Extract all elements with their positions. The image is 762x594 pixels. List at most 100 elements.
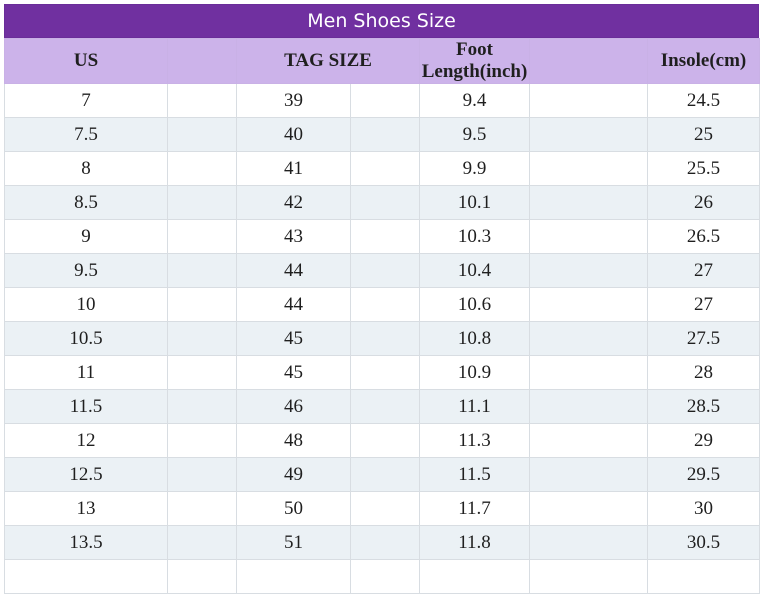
insole-cell: 26.5 [647,219,761,254]
spacer-cell [167,219,237,254]
tag-size-cell: 42 [236,185,351,220]
tag-size-cell: 44 [236,287,351,322]
spacer-cell [167,389,237,424]
spacer-cell [167,287,237,322]
spacer-cell [349,83,421,118]
spacer-cell [529,525,649,560]
spacer-cell [349,559,421,594]
table-row: 13 50 11.7 30 [4,491,761,526]
foot-length-cell: 9.5 [419,117,531,152]
foot-length-cell: 10.1 [419,185,531,220]
tag-size-cell: 45 [236,355,351,390]
table-row: 8 41 9.9 25.5 [4,151,761,186]
header-row: US TAG SIZE Foot Length(inch) Insole(cm) [4,38,761,84]
header-us: US [4,38,168,84]
tag-size-cell [236,559,351,594]
insole-cell: 30 [647,491,761,526]
header-tag-size: TAG SIZE [235,38,421,84]
spacer-cell [167,355,237,390]
us-cell: 7.5 [4,117,168,152]
spacer-cell [529,491,649,526]
insole-cell: 29 [647,423,761,458]
spacer-cell [529,185,649,220]
table-row: 10.5 45 10.8 27.5 [4,321,761,356]
spacer-cell [529,321,649,356]
us-cell: 11.5 [4,389,168,424]
table-row: 8.5 42 10.1 26 [4,185,761,220]
spacer-cell [167,491,237,526]
insole-cell: 30.5 [647,525,761,560]
size-table: US TAG SIZE Foot Length(inch) Insole(cm)… [4,38,761,594]
us-cell: 10 [4,287,168,322]
spacer-cell [167,423,237,458]
foot-length-cell: 11.5 [419,457,531,492]
foot-length-cell [419,559,531,594]
spacer-cell [529,253,649,288]
insole-cell: 28 [647,355,761,390]
us-cell: 12 [4,423,168,458]
us-cell: 7 [4,83,168,118]
spacer-cell [349,423,421,458]
spacer-cell [349,457,421,492]
foot-length-cell: 10.3 [419,219,531,254]
spacer-cell [349,185,421,220]
us-cell: 11 [4,355,168,390]
table-row: 7.5 40 9.5 25 [4,117,761,152]
tag-size-cell: 44 [236,253,351,288]
foot-length-cell: 11.7 [419,491,531,526]
spacer-cell [167,253,237,288]
tag-size-cell: 46 [236,389,351,424]
table-row: 12.5 49 11.5 29.5 [4,457,761,492]
spacer-cell [529,219,649,254]
spacer-cell [529,151,649,186]
table-row [4,559,761,594]
insole-cell: 29.5 [647,457,761,492]
spacer-cell [349,253,421,288]
foot-length-cell: 11.3 [419,423,531,458]
spacer-cell [349,389,421,424]
us-cell [4,559,168,594]
spacer-cell [529,559,649,594]
tag-size-cell: 48 [236,423,351,458]
header-foot-length: Foot Length(inch) [419,38,531,84]
size-chart: Men Shoes Size US TAG SIZE Foot Length(i… [4,4,761,594]
table-row: 11.5 46 11.1 28.5 [4,389,761,424]
chart-title: Men Shoes Size [4,4,759,38]
spacer-cell [167,185,237,220]
foot-length-cell: 10.8 [419,321,531,356]
tag-size-cell: 43 [236,219,351,254]
foot-length-cell: 9.9 [419,151,531,186]
tag-size-cell: 50 [236,491,351,526]
tag-size-cell: 41 [236,151,351,186]
spacer-cell [167,559,237,594]
spacer-cell [349,525,421,560]
us-cell: 10.5 [4,321,168,356]
spacer-cell [349,219,421,254]
spacer-cell [529,287,649,322]
us-cell: 8.5 [4,185,168,220]
insole-cell: 28.5 [647,389,761,424]
us-cell: 12.5 [4,457,168,492]
spacer-cell [349,321,421,356]
spacer-cell [529,117,649,152]
foot-length-cell: 10.6 [419,287,531,322]
table-row: 11 45 10.9 28 [4,355,761,390]
tag-size-cell: 49 [236,457,351,492]
tag-size-cell: 51 [236,525,351,560]
tag-size-cell: 40 [236,117,351,152]
table-row: 13.5 51 11.8 30.5 [4,525,761,560]
foot-length-cell: 11.8 [419,525,531,560]
foot-length-cell: 11.1 [419,389,531,424]
header-insole: Insole(cm) [647,38,761,84]
header-spacer [167,38,237,84]
spacer-cell [349,355,421,390]
us-cell: 13 [4,491,168,526]
insole-cell [647,559,761,594]
foot-length-cell: 10.4 [419,253,531,288]
insole-cell: 25.5 [647,151,761,186]
spacer-cell [349,491,421,526]
spacer-cell [167,457,237,492]
us-cell: 13.5 [4,525,168,560]
spacer-cell [167,321,237,356]
insole-cell: 24.5 [647,83,761,118]
